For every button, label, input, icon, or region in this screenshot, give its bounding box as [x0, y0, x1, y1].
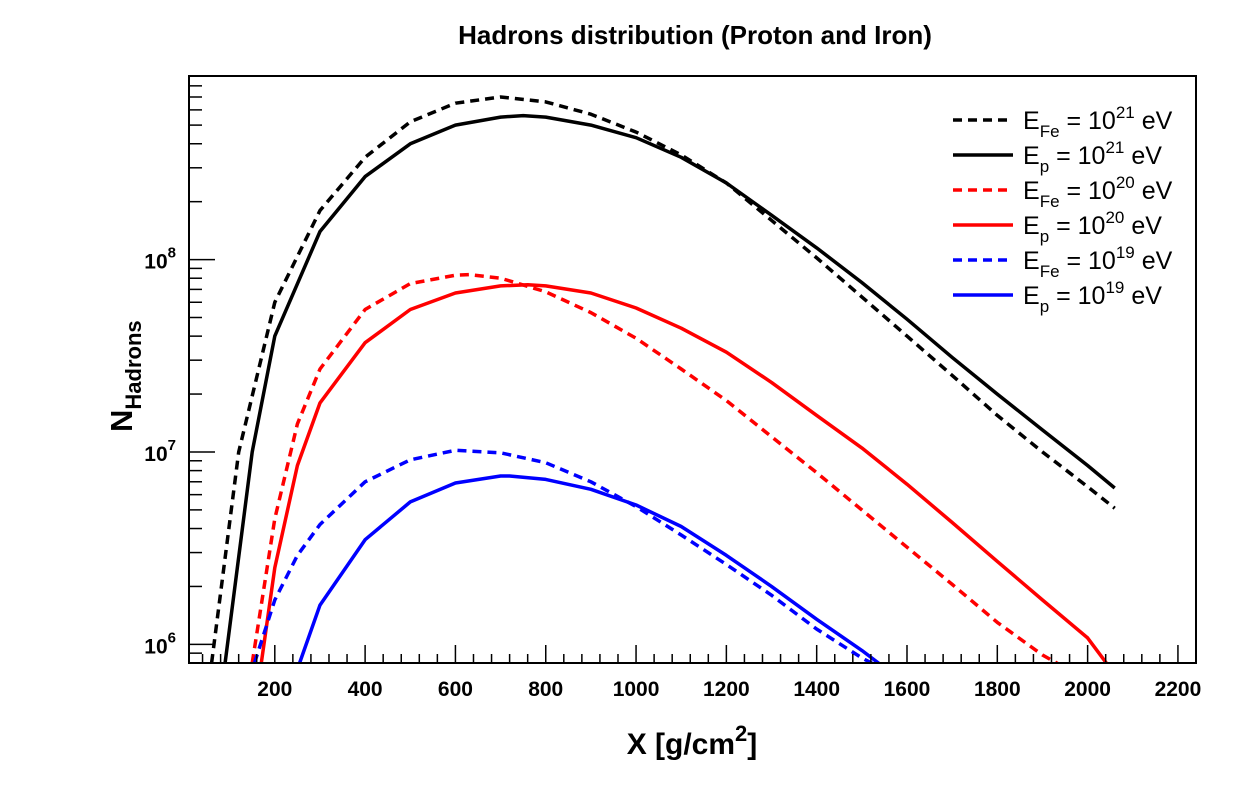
chart-title: Hadrons distribution (Proton and Iron)	[458, 20, 932, 50]
y-tick-label: 108	[144, 245, 176, 274]
x-tick-label: 2000	[1064, 678, 1111, 701]
series-line-3	[250, 272, 1061, 663]
x-axis-label-base: X [g/cm	[627, 728, 735, 761]
y-axis-tick-labels: 106 107 108	[144, 245, 176, 659]
plot-frame	[188, 75, 1197, 664]
legend-label-1: EFe = 1021 eV	[1023, 103, 1173, 141]
plot-area	[188, 75, 1197, 664]
legend-label-6: Ep = 1019 eV	[1023, 278, 1162, 316]
x-tick-label: 1800	[974, 678, 1021, 701]
y-tick-label: 107	[144, 437, 176, 466]
x-tick-label: 2200	[1155, 678, 1202, 701]
x-axis-tick-labels: 200 400 600 800 1000 1200 1400 1600 1800 2000 2200	[257, 678, 1201, 701]
legend-label-2: Ep = 1021 eV	[1023, 138, 1162, 176]
x-axis-ticks	[201, 645, 1197, 663]
x-tick-label: 600	[438, 678, 473, 701]
y-axis-label-base: N	[104, 410, 139, 432]
series-line-2	[223, 113, 1116, 663]
x-axis-label-sup: 2	[735, 721, 747, 746]
x-tick-label: 800	[528, 678, 563, 701]
series-line-5	[252, 448, 876, 663]
x-tick-label: 1000	[613, 678, 660, 701]
series-line-4	[259, 282, 1109, 663]
x-tick-label: 1400	[793, 678, 840, 701]
legend-label-5: EFe = 1019 eV	[1023, 243, 1173, 281]
x-axis-label: X [g/cm2]	[627, 721, 758, 761]
x-tick-label: 1600	[884, 678, 931, 701]
series-layer	[209, 95, 1116, 663]
legend-label-3: EFe = 1020 eV	[1023, 173, 1173, 211]
x-tick-label: 200	[257, 678, 292, 701]
y-axis-label-sub: Hadrons	[121, 320, 146, 409]
legend-label-4: Ep = 1020 eV	[1023, 208, 1162, 246]
y-axis-label: NHadrons	[104, 320, 146, 432]
series-line-1	[209, 95, 1116, 663]
x-tick-label: 400	[348, 678, 383, 701]
y-tick-label: 106	[144, 629, 176, 658]
x-axis-label-end: ]	[747, 728, 757, 761]
y-axis-ticks	[189, 75, 215, 664]
series-line-6	[297, 474, 881, 663]
x-tick-label: 1200	[703, 678, 750, 701]
